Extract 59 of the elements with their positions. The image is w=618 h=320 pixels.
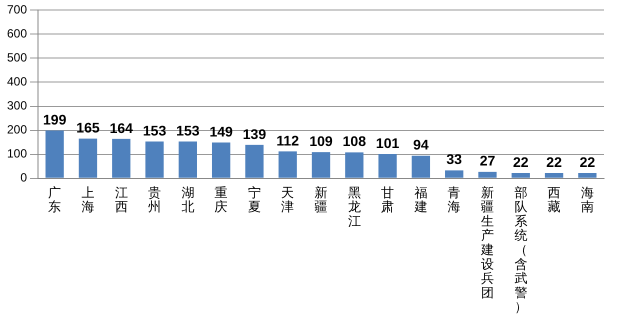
data-label: 139	[242, 126, 266, 142]
bar	[544, 173, 564, 178]
x-tick-label: 重庆	[214, 186, 228, 216]
bar	[78, 138, 98, 178]
y-tick-label: 0	[20, 170, 28, 185]
data-label: 164	[110, 120, 134, 136]
x-tick-label: 江西	[114, 186, 128, 216]
data-label: 109	[309, 132, 333, 149]
data-label: 108	[342, 133, 366, 150]
data-label: 94	[413, 136, 429, 153]
x-tick-label: 海南	[580, 186, 594, 216]
data-label: 22	[546, 154, 562, 170]
x-tick-label: 天津	[281, 186, 294, 216]
bar	[378, 154, 397, 178]
x-tick-label: 新疆生产建设兵团	[480, 186, 494, 301]
x-tick-label: 西藏	[548, 186, 561, 216]
data-label: 27	[480, 152, 496, 169]
bar	[212, 142, 230, 178]
data-label: 22	[512, 154, 529, 170]
bar	[478, 172, 497, 178]
x-tick-label: 贵州	[148, 186, 162, 216]
x-tick-label: 青海	[448, 186, 461, 216]
x-tick-label: 福建	[413, 186, 428, 216]
data-label: 101	[376, 134, 400, 151]
bar	[46, 130, 64, 178]
bar	[345, 152, 364, 178]
x-tick-label: 上海	[81, 186, 94, 216]
y-tick-label: 700	[6, 2, 28, 17]
bar	[145, 142, 164, 178]
bar	[112, 138, 130, 178]
category-label: 部队系统（含武警）	[514, 186, 528, 316]
x-tick-label: 黑龙江	[348, 186, 361, 230]
bar	[412, 156, 430, 178]
bar	[245, 144, 264, 178]
data-label: 165	[76, 120, 100, 136]
y-tick-label: 300	[6, 98, 28, 113]
bar	[312, 152, 330, 178]
y-tick-label: 600	[6, 26, 28, 41]
data-label: 112	[276, 132, 300, 148]
x-tick-label: 湖北	[181, 186, 194, 216]
bar	[445, 170, 464, 178]
data-label: 153	[176, 122, 200, 138]
y-tick-label: 100	[6, 146, 28, 161]
bar	[512, 173, 530, 178]
data-label: 149	[209, 123, 234, 140]
bar	[178, 142, 197, 178]
y-tick-label: 200	[6, 122, 28, 137]
y-tick-label: 500	[6, 50, 28, 65]
bar	[578, 173, 597, 178]
x-tick-label: 新疆	[314, 186, 328, 216]
y-tick-label: 400	[6, 74, 28, 89]
x-tick-label: 宁夏	[248, 184, 261, 216]
data-label: 199	[42, 111, 67, 128]
x-tick-label: 甘肃	[381, 186, 394, 216]
data-label: 33	[446, 151, 462, 168]
data-label: 22	[580, 154, 596, 170]
x-tick-label: 广东	[48, 186, 62, 216]
bar	[278, 151, 297, 178]
data-label: 153	[142, 122, 166, 138]
